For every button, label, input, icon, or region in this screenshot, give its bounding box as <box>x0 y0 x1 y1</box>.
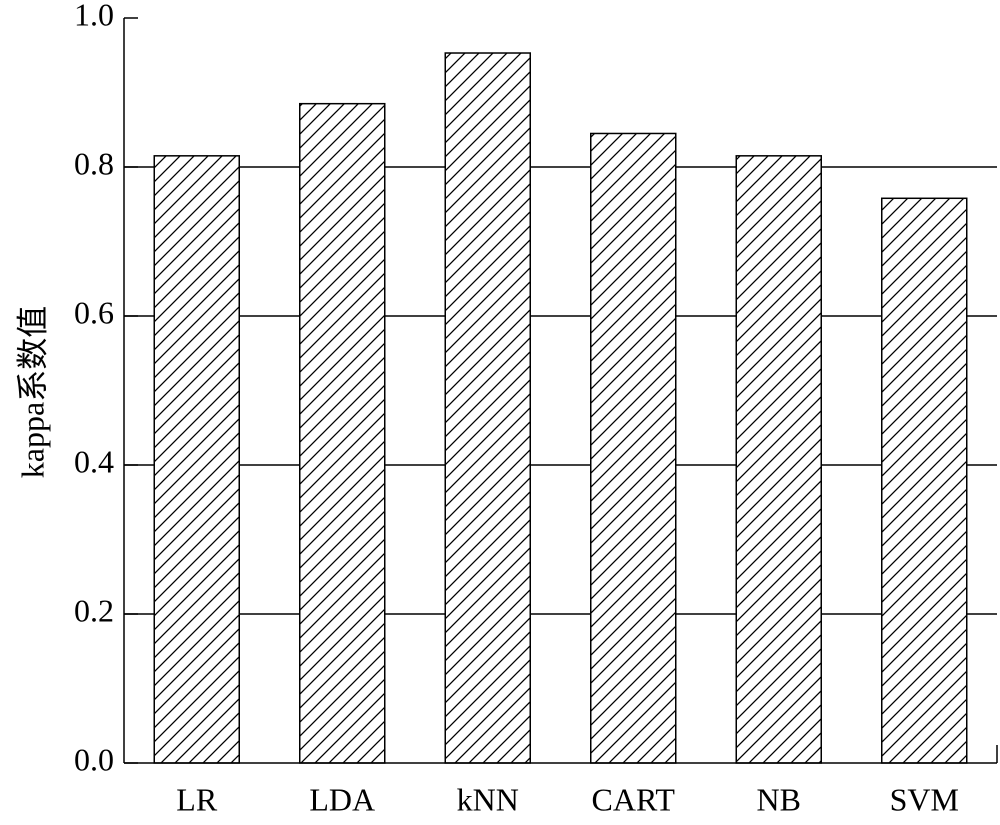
bar-cart <box>590 132 677 764</box>
axes <box>123 17 998 764</box>
grid-lines <box>124 166 997 615</box>
x-category-labels: LR LDA kNN CART NB SVM <box>176 781 959 817</box>
x-tick-label-lr: LR <box>176 781 218 817</box>
y-tick-label: 0.0 <box>74 741 114 777</box>
x-tick-label-nb: NB <box>757 781 801 817</box>
bar-lda <box>299 102 386 764</box>
x-tick-label-knn: kNN <box>457 781 519 817</box>
y-tick-label: 0.8 <box>74 145 114 181</box>
bars <box>153 52 968 764</box>
y-axis-title: kappa系数值 <box>14 306 50 478</box>
x-tick-label-svm: SVM <box>890 781 959 817</box>
y-tick-label: 0.2 <box>74 592 114 628</box>
y-tick-label: 1.0 <box>74 0 114 32</box>
x-tick-label-lda: LDA <box>309 781 375 817</box>
x-tick-label-cart: CART <box>592 781 676 817</box>
y-tick-labels: 0.0 0.2 0.4 0.6 0.8 1.0 <box>74 0 114 777</box>
bar-svm <box>881 197 968 764</box>
y-tick-label: 0.6 <box>74 294 114 330</box>
bar-lr <box>153 155 240 764</box>
bar-knn <box>444 52 531 764</box>
bar-nb <box>735 155 822 764</box>
y-tick-label: 0.4 <box>74 443 114 479</box>
